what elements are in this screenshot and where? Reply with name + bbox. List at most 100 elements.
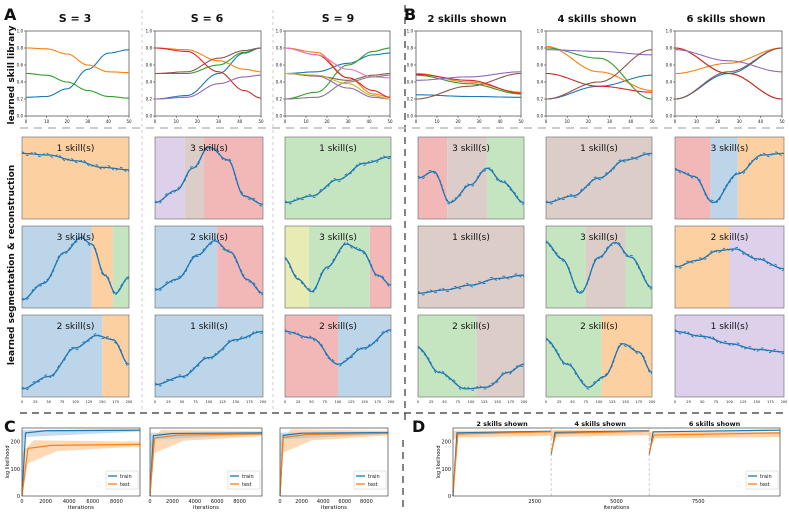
phase-label: 2 skills shown	[476, 420, 528, 428]
x-tick-label: 125	[609, 400, 616, 404]
y-tick-label: 0.8	[146, 46, 153, 51]
x-tick-label: 10	[565, 119, 571, 124]
segment-band	[91, 226, 113, 308]
test-line	[648, 432, 781, 453]
x-tick-label: 0	[284, 400, 286, 404]
segmentation-cell-c5-r2: 3 skill(s)	[545, 225, 653, 309]
chart-frame	[452, 427, 781, 497]
segmentation-cell-c1-r3: 2 skill(s) 0 25 50 75 100 125 150 175 200	[21, 314, 133, 404]
segment-band	[729, 226, 784, 308]
series-line-purple	[546, 49, 652, 56]
ground-truth-line	[417, 273, 525, 296]
x-tick-label: 175	[507, 400, 514, 404]
test-line	[279, 432, 389, 497]
x-tick-label: 75	[584, 400, 588, 404]
y-axis-label: log likelihood	[436, 445, 442, 478]
col-title-s3: S = 3	[59, 12, 91, 25]
panel-letter-b: B	[404, 5, 416, 24]
segmentation-cell-c5-r1: 1 skill(s)	[545, 136, 653, 220]
x-tick-label: 40	[366, 119, 372, 124]
library-chart-4: 0.0 0.2 0.4 0.6 0.8 1.0 0 10 20 30 40 50	[407, 29, 524, 125]
train-variance-band	[22, 429, 140, 496]
x-tick-label: 25	[557, 400, 561, 404]
x-tick-label: 40	[106, 119, 112, 124]
legend-train-label: train	[760, 474, 772, 480]
x-tick-label: 50	[570, 400, 574, 404]
x-tick-label: 125	[348, 400, 355, 404]
panel-letter-d: D	[412, 417, 425, 436]
segment-band	[369, 226, 391, 308]
y-tick-label: 0.4	[276, 80, 283, 85]
series-line-red	[415, 73, 521, 94]
cell-frame	[154, 314, 264, 398]
test-line	[21, 443, 141, 497]
cell-frame	[545, 136, 653, 220]
x-tick-label: 200	[649, 400, 656, 404]
y-tick-label: 1.0	[407, 29, 414, 34]
train-line	[21, 429, 141, 497]
segment-band	[546, 226, 586, 308]
legend-train-label: train	[368, 474, 380, 480]
y-tick-label: 0.2	[146, 97, 153, 102]
x-tick-label: 2000	[295, 499, 308, 505]
ground-truth-line	[284, 329, 392, 367]
x-tick-label: 50	[180, 400, 184, 404]
x-axis-label: iterations	[603, 505, 629, 511]
x-tick-label: 6000	[86, 499, 99, 505]
reconstruction-line	[545, 338, 653, 388]
segmentation-cell-c4-r1: 3 skill(s)	[417, 136, 525, 220]
segment-band	[155, 226, 218, 308]
x-tick-label: 25	[296, 400, 300, 404]
cell-frame	[154, 225, 264, 309]
train-variance-band	[280, 431, 388, 496]
x-tick-label: 10	[44, 119, 50, 124]
legend-test-label: test	[120, 482, 130, 488]
legend-test-label: test	[368, 482, 378, 488]
x-tick-label: 50	[126, 119, 132, 124]
segment-band	[675, 315, 784, 397]
x-tick-label: 200	[126, 400, 133, 404]
x-tick-label: 5000	[610, 499, 623, 505]
ground-truth-line	[417, 345, 525, 391]
library-chart-2: 0.0 0.2 0.4 0.6 0.8 1.0 0 10 20 30 40 50	[146, 29, 264, 125]
train-line	[452, 430, 552, 497]
x-tick-label: 75	[323, 400, 327, 404]
y-tick-label: 0.6	[276, 63, 283, 68]
skill-count-label: 3 skill(s)	[190, 144, 228, 154]
phase-label: 6 skills shown	[689, 420, 741, 428]
ground-truth-line	[545, 240, 653, 294]
cell-frame	[674, 314, 785, 398]
skill-count-label: 1 skill(s)	[319, 144, 357, 154]
cell-frame	[154, 136, 264, 220]
y-tick-label: 0.8	[407, 46, 414, 51]
cell-frame	[21, 136, 130, 220]
x-tick-label: 20	[455, 119, 461, 124]
x-tick-label: 150	[622, 400, 629, 404]
x-tick-label: 30	[345, 119, 351, 124]
reconstruction-line	[22, 152, 129, 171]
segment-band	[338, 315, 391, 397]
phase-label: 4 skills shown	[574, 420, 626, 428]
y-tick-label: 0.0	[407, 114, 414, 119]
skill-count-label: 3 skill(s)	[319, 233, 357, 243]
x-tick-label: 200	[521, 400, 528, 404]
col-title-6-skills: 6 skills shown	[686, 14, 765, 25]
skill-count-label: 1 skill(s)	[580, 144, 618, 154]
x-tick-label: 8000	[360, 499, 373, 505]
ground-truth-line	[21, 151, 130, 173]
skill-count-label: 2 skill(s)	[57, 322, 95, 332]
legend-test-label: test	[242, 482, 252, 488]
series-line-green	[26, 72, 130, 99]
legend-train-label: train	[242, 474, 254, 480]
segment-band	[418, 315, 477, 397]
ground-truth-line	[674, 246, 785, 272]
training-chart-c2: 0 2000 4000 6000 8000 iterations train test	[148, 427, 263, 511]
segment-band	[308, 226, 370, 308]
x-tick-label: 200	[781, 400, 788, 404]
cell-frame	[545, 314, 653, 398]
x-tick-label: 50	[649, 119, 655, 124]
series-line-red	[546, 72, 652, 93]
x-tick-label: 0	[154, 119, 157, 124]
legend-train-label: train	[120, 474, 132, 480]
x-tick-label: 0	[284, 119, 287, 124]
